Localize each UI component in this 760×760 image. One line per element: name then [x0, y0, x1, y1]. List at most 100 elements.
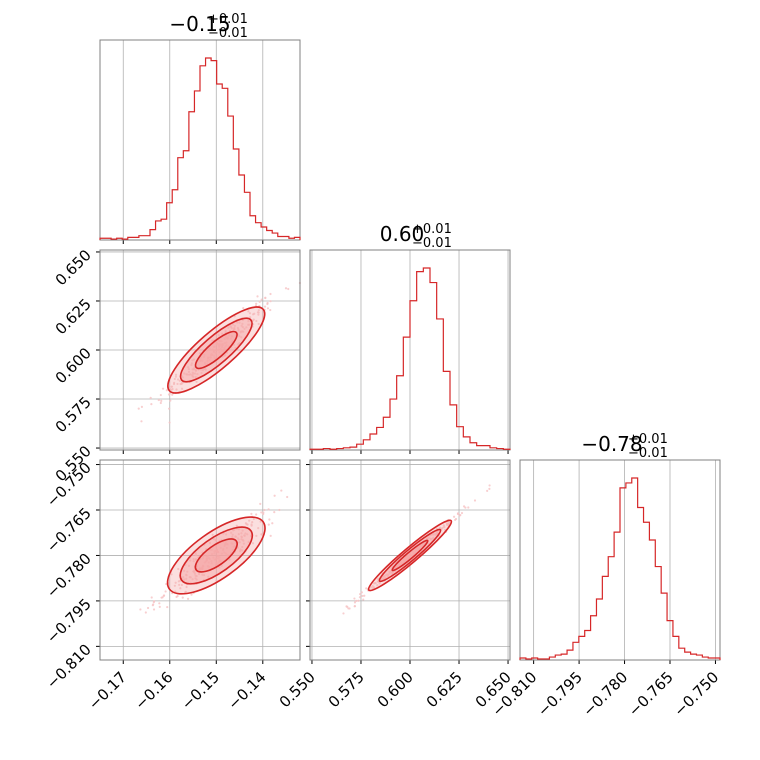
scatter-point	[240, 532, 243, 535]
scatter-point	[263, 305, 267, 308]
scatter-point	[262, 512, 265, 516]
scatter-point	[251, 542, 255, 545]
scatter-point	[195, 578, 198, 581]
scatter-point	[250, 512, 253, 515]
scatter-point	[185, 585, 188, 589]
scatter-point	[267, 508, 270, 511]
scatter-point	[255, 534, 258, 538]
scatter-point	[176, 594, 179, 598]
scatter-point	[242, 542, 246, 545]
scatter-point	[192, 557, 195, 561]
scatter-point	[190, 593, 193, 596]
scatter-point	[240, 535, 243, 538]
scatter-point	[266, 302, 269, 306]
scatter-point	[177, 580, 180, 583]
scatter-point	[488, 487, 491, 491]
scatter-point	[183, 372, 186, 375]
scatter-point	[174, 373, 178, 376]
title-param-1-sub: −0.01	[412, 236, 452, 251]
scatter-point	[158, 605, 161, 608]
scatter-point	[215, 579, 218, 582]
scatter-point	[271, 522, 274, 525]
pair-panel-1-2-frame	[309, 459, 511, 661]
scatter-point	[182, 575, 185, 579]
x-tick-label-0-3: −0.14	[224, 668, 269, 713]
scatter-point	[189, 559, 192, 562]
scatter-point	[456, 512, 460, 515]
scatter-point	[192, 560, 195, 563]
scatter-point	[243, 534, 246, 537]
title-param-0-sub: −0.01	[208, 26, 248, 41]
scatter-point	[187, 373, 191, 376]
contour-0-2-2	[194, 538, 238, 573]
scatter-point	[159, 393, 162, 397]
scatter-point	[241, 325, 244, 329]
scatter-point	[150, 596, 153, 599]
scatter-point	[194, 558, 197, 561]
scatter-point	[446, 522, 449, 525]
scatter-point	[257, 322, 260, 326]
scatter-point	[241, 322, 244, 325]
scatter-point	[359, 592, 362, 596]
scatter-point	[221, 332, 224, 335]
scatter-point	[225, 533, 228, 536]
scatter-point	[161, 387, 165, 390]
y-tick-label-2-3: −0.765	[43, 504, 95, 556]
scatter-point	[247, 540, 250, 543]
scatter-point	[384, 574, 387, 577]
scatter-point	[179, 587, 182, 590]
scatter-point	[259, 520, 262, 523]
scatter-point	[245, 523, 248, 526]
scatter-point	[217, 334, 220, 337]
scatter-point	[238, 321, 241, 324]
scatter-point	[149, 396, 152, 399]
scatter-point	[284, 287, 288, 290]
scatter-point	[140, 420, 143, 423]
scatter-point	[255, 513, 258, 516]
title-param-2-sup: +0.01	[628, 432, 668, 447]
scatter-point	[170, 388, 173, 391]
scatter-point	[185, 577, 188, 580]
scatter-point	[223, 354, 226, 357]
scatter-point	[238, 541, 241, 544]
scatter-point	[250, 523, 253, 526]
y-tick-label-1-1: 0.575	[52, 393, 95, 436]
scatter-point	[186, 597, 190, 600]
scatter-point	[186, 570, 189, 573]
scatter-point	[255, 302, 258, 305]
scatter-point	[157, 398, 160, 402]
scatter-point	[186, 373, 189, 376]
scatter-point	[166, 605, 169, 609]
scatter-point	[473, 499, 477, 502]
scatter-point	[168, 407, 171, 410]
scatter-point	[187, 367, 190, 371]
scatter-point	[286, 495, 289, 499]
scatter-point	[236, 537, 240, 540]
scatter-point	[369, 586, 373, 589]
scatter-point	[231, 533, 234, 536]
scatter-point	[240, 538, 243, 541]
scatter-point	[432, 532, 435, 535]
scatter-point	[361, 594, 364, 598]
scatter-point	[448, 521, 451, 525]
scatter-point	[252, 517, 255, 521]
scatter-point	[257, 311, 260, 314]
x-tick-label-2-1: −0.795	[534, 668, 586, 720]
scatter-point	[174, 581, 177, 584]
x-tick-label-1-3: 0.625	[423, 668, 466, 711]
scatter-point	[347, 607, 350, 610]
scatter-point	[233, 324, 236, 327]
scatter-point	[173, 377, 176, 381]
scatter-point	[342, 612, 345, 615]
scatter-point	[234, 535, 237, 538]
title-param-1-value: 0.60	[380, 222, 425, 246]
scatter-point	[443, 526, 446, 529]
scatter-point	[194, 552, 197, 555]
scatter-point	[152, 601, 155, 604]
scatter-point	[187, 366, 190, 369]
hist-panel-0-frame	[99, 39, 301, 241]
scatter-point	[353, 597, 356, 600]
scatter-point	[181, 596, 184, 599]
title-param-0: −0.15	[169, 12, 230, 36]
scatter-point	[454, 517, 458, 521]
